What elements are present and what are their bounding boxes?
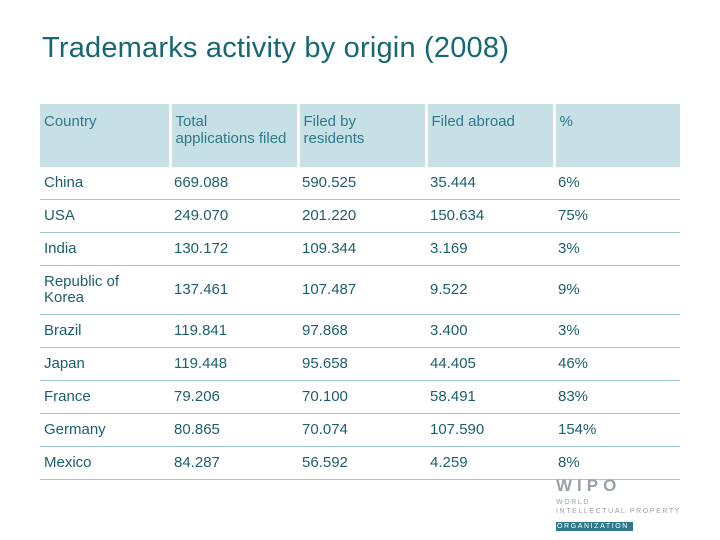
cell-percent: 3% xyxy=(554,314,680,348)
cell-residents: 70.074 xyxy=(298,413,426,447)
cell-percent: 8% xyxy=(554,446,680,480)
cell-country: Mexico xyxy=(40,446,170,480)
cell-abroad: 4.259 xyxy=(426,446,554,480)
cell-country: China xyxy=(40,167,170,200)
cell-residents: 590.525 xyxy=(298,167,426,200)
wipo-logo-line-organization: ORGANIZATION xyxy=(556,522,633,531)
cell-residents: 107.487 xyxy=(298,265,426,315)
table-row: France 79.206 70.100 58.491 83% xyxy=(40,380,680,414)
header-filed-abroad: Filed abroad xyxy=(426,104,556,167)
cell-abroad: 107.590 xyxy=(426,413,554,447)
cell-country: France xyxy=(40,380,170,414)
cell-residents: 95.658 xyxy=(298,347,426,381)
cell-abroad: 3.169 xyxy=(426,232,554,266)
wipo-logo-acronym: WIPO xyxy=(556,476,622,495)
cell-country: USA xyxy=(40,199,170,233)
cell-total: 249.070 xyxy=(170,199,298,233)
cell-country: Germany xyxy=(40,413,170,447)
cell-total: 119.841 xyxy=(170,314,298,348)
table-row: Brazil 119.841 97.868 3.400 3% xyxy=(40,314,680,348)
table-row: India 130.172 109.344 3.169 3% xyxy=(40,232,680,266)
cell-abroad: 150.634 xyxy=(426,199,554,233)
cell-percent: 75% xyxy=(554,199,680,233)
wipo-logo: WIPO WORLD INTELLECTUAL PROPERTY ORGANIZ… xyxy=(556,476,686,533)
cell-country: Republic of Korea xyxy=(40,265,170,315)
cell-total: 80.865 xyxy=(170,413,298,447)
cell-residents: 70.100 xyxy=(298,380,426,414)
trademarks-table: Country Total applications filed Filed b… xyxy=(40,104,680,480)
cell-country: India xyxy=(40,232,170,266)
cell-total: 669.088 xyxy=(170,167,298,200)
cell-total: 130.172 xyxy=(170,232,298,266)
cell-total: 119.448 xyxy=(170,347,298,381)
cell-abroad: 58.491 xyxy=(426,380,554,414)
cell-percent: 83% xyxy=(554,380,680,414)
header-total-applications: Total applications filed xyxy=(170,104,300,167)
table-row: Republic of Korea 137.461 107.487 9.522 … xyxy=(40,265,680,315)
table-row: Germany 80.865 70.074 107.590 154% xyxy=(40,413,680,447)
table-row: Japan 119.448 95.658 44.405 46% xyxy=(40,347,680,381)
table-row: Mexico 84.287 56.592 4.259 8% xyxy=(40,446,680,480)
wipo-logo-line-intellectual-property: INTELLECTUAL PROPERTY xyxy=(556,508,682,515)
cell-abroad: 35.444 xyxy=(426,167,554,200)
cell-total: 79.206 xyxy=(170,380,298,414)
cell-percent: 154% xyxy=(554,413,680,447)
cell-percent: 3% xyxy=(554,232,680,266)
header-percent: % xyxy=(554,104,680,167)
cell-abroad: 44.405 xyxy=(426,347,554,381)
cell-abroad: 9.522 xyxy=(426,265,554,315)
wipo-logo-line-world: WORLD xyxy=(556,499,591,506)
cell-residents: 97.868 xyxy=(298,314,426,348)
cell-residents: 56.592 xyxy=(298,446,426,480)
cell-country: Brazil xyxy=(40,314,170,348)
header-country: Country xyxy=(40,104,172,167)
cell-percent: 46% xyxy=(554,347,680,381)
cell-residents: 201.220 xyxy=(298,199,426,233)
cell-abroad: 3.400 xyxy=(426,314,554,348)
cell-residents: 109.344 xyxy=(298,232,426,266)
cell-total: 137.461 xyxy=(170,265,298,315)
table-row: USA 249.070 201.220 150.634 75% xyxy=(40,199,680,233)
cell-total: 84.287 xyxy=(170,446,298,480)
table-row: China 669.088 590.525 35.444 6% xyxy=(40,167,680,200)
cell-country: Japan xyxy=(40,347,170,381)
table-header-row: Country Total applications filed Filed b… xyxy=(40,104,680,167)
cell-percent: 9% xyxy=(554,265,680,315)
slide-title: Trademarks activity by origin (2008) xyxy=(42,32,510,64)
cell-percent: 6% xyxy=(554,167,680,200)
header-filed-by-residents: Filed by residents xyxy=(298,104,428,167)
